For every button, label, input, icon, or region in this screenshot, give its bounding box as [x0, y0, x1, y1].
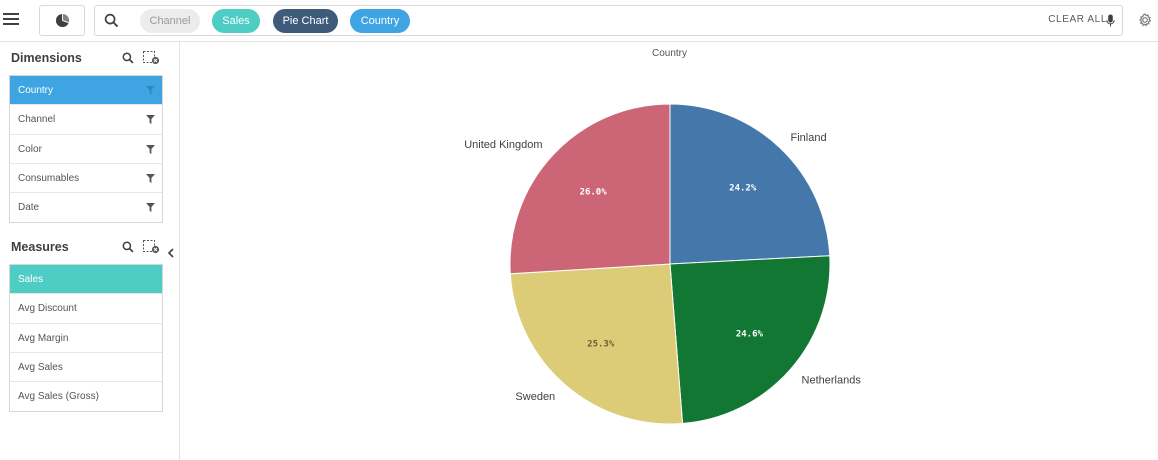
- assets-sidebar: Dimensions Country Channel Color Consuma…: [0, 42, 180, 460]
- search-chip-pie-chart[interactable]: Pie Chart: [273, 9, 338, 33]
- measure-item-label: Avg Sales (Gross): [18, 391, 99, 403]
- pie-category-label-finland: Finland: [790, 132, 826, 144]
- measure-item-label: Avg Sales: [18, 361, 63, 373]
- pie-slice-sweden[interactable]: [509, 263, 684, 425]
- pie-category-label-united-kingdom: United Kingdom: [464, 139, 542, 151]
- dimensions-clear-selection-icon[interactable]: [143, 51, 160, 65]
- dimension-item-label: Channel: [18, 114, 56, 126]
- dimensions-list: Country Channel Color Consumables Date: [9, 75, 163, 224]
- dimensions-title: Dimensions: [11, 51, 82, 65]
- dimension-item-label: Color: [18, 143, 42, 155]
- settings-icon[interactable]: [1138, 13, 1152, 27]
- search-chip-sales[interactable]: Sales: [212, 9, 260, 33]
- chart-area: Country 24.2% Finland 24.6% Netherlands 25.3…: [181, 43, 1158, 460]
- measure-item-avg-sales-gross[interactable]: Avg Sales (Gross): [10, 382, 162, 411]
- dimension-item-label: Date: [18, 202, 40, 214]
- measure-item-label: Sales: [18, 274, 44, 285]
- pie-percent-label-finland: 24.2%: [729, 183, 757, 193]
- dimension-item-label: Consumables: [18, 172, 80, 184]
- measure-item-avg-sales[interactable]: Avg Sales: [10, 353, 162, 383]
- measures-search-icon[interactable]: [122, 241, 134, 253]
- search-chip-country[interactable]: Country: [350, 9, 410, 33]
- measure-item-label: Avg Discount: [18, 303, 77, 315]
- filter-icon[interactable]: [146, 115, 155, 125]
- chart-title: Country: [651, 48, 687, 59]
- search-chip-channel[interactable]: Channel: [140, 9, 200, 33]
- pie-percent-label-sweden: 25.3%: [587, 340, 615, 350]
- filter-icon[interactable]: [146, 173, 155, 183]
- dimension-item-label: Country: [18, 85, 54, 96]
- dimension-item-date[interactable]: Date: [10, 193, 162, 222]
- pie-slice-finland[interactable]: [669, 103, 831, 265]
- pie-percent-label-netherlands: 24.6%: [736, 330, 764, 340]
- collapse-panel-icon[interactable]: [167, 248, 175, 258]
- pie-category-label-sweden: Sweden: [515, 391, 555, 403]
- dimension-item-channel[interactable]: Channel: [10, 105, 162, 135]
- filter-icon[interactable]: [146, 86, 155, 95]
- pie-chart[interactable]: 24.2% Finland 24.6% Netherlands 25.3% Sweden 2…: [181, 43, 1158, 460]
- measures-clear-selection-icon[interactable]: [143, 240, 160, 254]
- measures-title: Measures: [11, 240, 69, 254]
- measure-item-label: Avg Margin: [18, 332, 69, 344]
- dimensions-search-icon[interactable]: [122, 52, 134, 64]
- dimension-item-color[interactable]: Color: [10, 135, 162, 164]
- clear-all-button[interactable]: CLEAR ALL: [1048, 14, 1107, 25]
- microphone-icon[interactable]: [1106, 14, 1115, 27]
- pie-slice-united-kingdom[interactable]: [509, 103, 671, 275]
- insight-advisor-icon: [55, 13, 70, 28]
- insight-advisor-button[interactable]: [39, 5, 85, 36]
- top-toolbar: Channel Sales Pie Chart Country CLEAR AL…: [0, 0, 1158, 42]
- measure-item-avg-margin[interactable]: Avg Margin: [10, 324, 162, 353]
- measure-item-sales[interactable]: Sales: [10, 265, 162, 295]
- menu-icon[interactable]: [2, 9, 20, 27]
- measures-list: Sales Avg Discount Avg Margin Avg Sales …: [9, 264, 163, 413]
- dimension-item-consumables[interactable]: Consumables: [10, 164, 162, 194]
- dimension-item-country[interactable]: Country: [10, 76, 162, 106]
- pie-category-label-netherlands: Netherlands: [802, 374, 862, 386]
- pie-percent-label-united-kingdom: 26.0%: [580, 188, 608, 198]
- filter-icon[interactable]: [146, 203, 155, 213]
- measure-item-avg-discount[interactable]: Avg Discount: [10, 294, 162, 324]
- search-bar[interactable]: Channel Sales Pie Chart Country CLEAR AL…: [94, 5, 1123, 36]
- filter-icon[interactable]: [146, 144, 155, 154]
- search-icon[interactable]: [104, 13, 119, 28]
- pie-slice-netherlands[interactable]: [669, 255, 831, 425]
